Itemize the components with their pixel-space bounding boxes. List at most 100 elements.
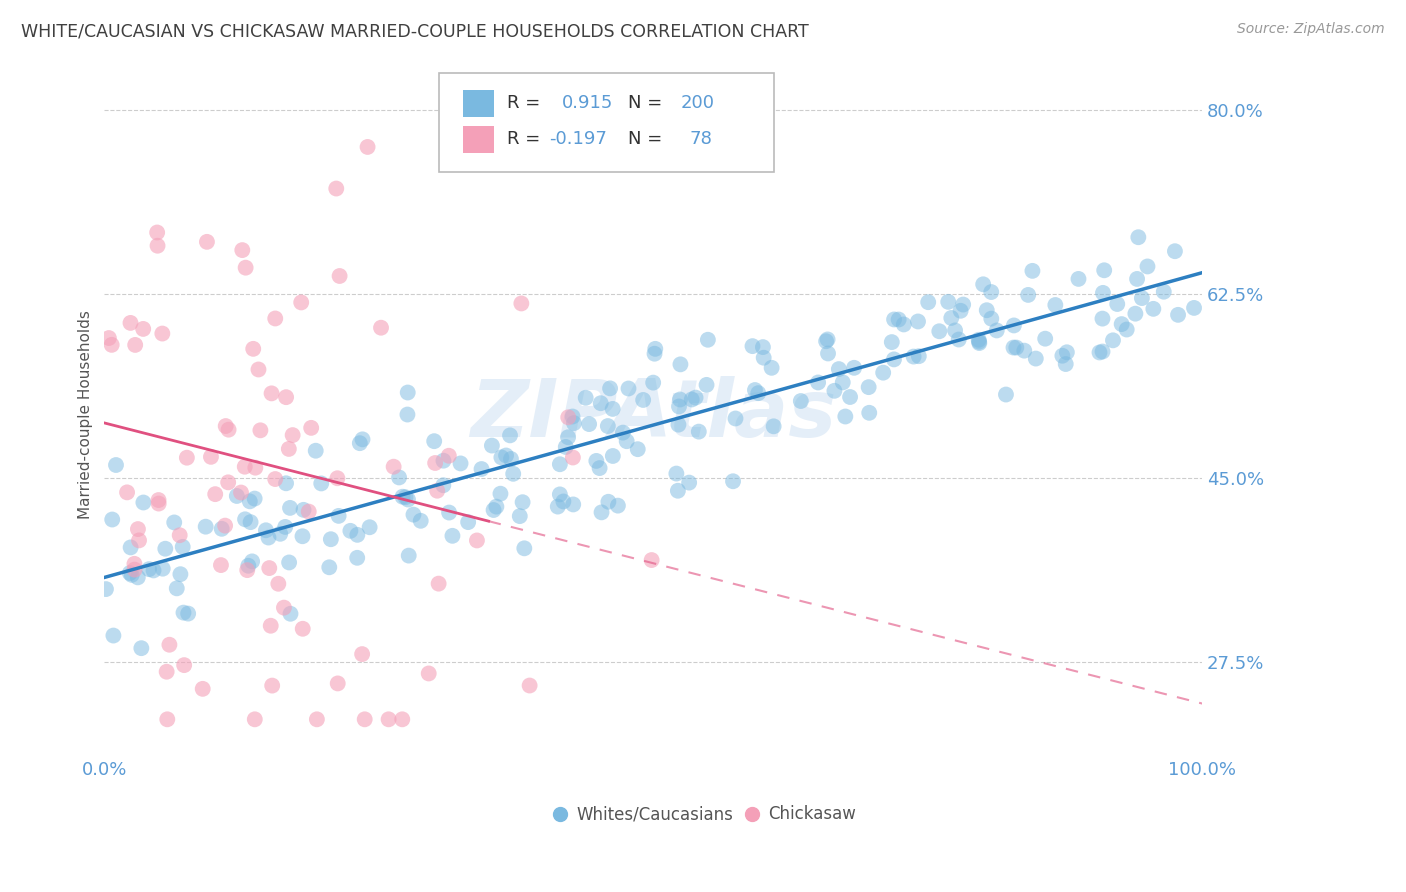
Point xyxy=(195,235,218,249)
Point xyxy=(264,311,287,326)
Point xyxy=(156,712,179,726)
Point xyxy=(359,520,381,534)
Point xyxy=(128,533,150,548)
Point xyxy=(495,449,517,463)
Point xyxy=(762,419,785,434)
Point xyxy=(239,494,262,508)
Point xyxy=(485,500,508,514)
Point xyxy=(949,303,972,318)
Point xyxy=(264,472,287,486)
Point xyxy=(124,557,146,571)
Point xyxy=(893,318,915,332)
Point xyxy=(1067,272,1090,286)
Point xyxy=(426,483,449,498)
Point xyxy=(644,342,666,356)
Point xyxy=(396,492,419,507)
Point xyxy=(980,285,1002,299)
Text: 0.915: 0.915 xyxy=(562,94,613,112)
Point xyxy=(138,562,160,576)
Text: ZIPAtlas: ZIPAtlas xyxy=(470,376,837,453)
Point xyxy=(146,226,169,240)
Point xyxy=(423,456,446,470)
Point xyxy=(259,561,281,575)
Point xyxy=(941,310,963,325)
Point xyxy=(132,495,155,509)
Point xyxy=(352,433,374,447)
Point xyxy=(883,352,905,367)
Point xyxy=(155,541,177,556)
Point xyxy=(724,411,747,425)
Point xyxy=(548,457,571,471)
Point xyxy=(1136,260,1159,274)
Point xyxy=(1017,288,1039,302)
Point xyxy=(627,442,650,457)
Point xyxy=(669,357,692,371)
Point xyxy=(640,553,662,567)
Point xyxy=(588,461,610,475)
Point xyxy=(115,485,138,500)
Point xyxy=(553,494,575,508)
Point xyxy=(1002,318,1025,333)
Point xyxy=(260,386,283,401)
Point xyxy=(815,334,838,349)
Point xyxy=(872,366,894,380)
Point xyxy=(1054,357,1077,371)
Point xyxy=(585,454,607,468)
Point xyxy=(470,462,492,476)
Point xyxy=(243,491,266,506)
Point xyxy=(200,450,222,464)
Point xyxy=(1021,264,1043,278)
Point xyxy=(214,518,236,533)
Point xyxy=(127,570,149,584)
Point xyxy=(124,338,146,352)
Point xyxy=(339,524,361,538)
Point xyxy=(305,712,328,726)
Point xyxy=(678,475,700,490)
Point xyxy=(936,294,959,309)
Point xyxy=(211,522,233,536)
Point xyxy=(370,320,392,334)
Point xyxy=(548,487,571,501)
Point xyxy=(1091,311,1114,326)
Point xyxy=(209,558,232,573)
Point xyxy=(606,499,628,513)
Point xyxy=(696,333,718,347)
Point xyxy=(612,425,634,440)
Point xyxy=(1102,334,1125,348)
Point xyxy=(1088,345,1111,359)
Point xyxy=(665,467,688,481)
Point xyxy=(236,563,259,577)
Y-axis label: Married-couple Households: Married-couple Households xyxy=(79,310,93,519)
Point xyxy=(599,381,621,395)
Point xyxy=(127,522,149,536)
Point xyxy=(391,712,413,726)
Point xyxy=(152,562,174,576)
Point xyxy=(328,508,350,523)
Point xyxy=(1111,317,1133,331)
Point xyxy=(156,665,179,679)
Point xyxy=(499,428,522,442)
Point xyxy=(972,277,994,292)
Point xyxy=(273,600,295,615)
Point xyxy=(269,526,291,541)
Point xyxy=(176,450,198,465)
FancyBboxPatch shape xyxy=(464,90,494,118)
Point xyxy=(233,459,256,474)
Point xyxy=(1107,297,1129,311)
Point xyxy=(807,376,830,390)
Point xyxy=(173,658,195,673)
Point xyxy=(1125,307,1147,321)
Point xyxy=(839,390,862,404)
Point xyxy=(681,392,703,407)
Point xyxy=(616,434,638,449)
Point xyxy=(575,391,598,405)
Point xyxy=(427,576,450,591)
Point xyxy=(346,550,368,565)
Point xyxy=(562,498,585,512)
Point xyxy=(318,560,340,574)
Point xyxy=(752,340,775,354)
Point xyxy=(329,268,352,283)
Point xyxy=(148,497,170,511)
Point xyxy=(489,486,512,500)
Point xyxy=(239,515,262,529)
